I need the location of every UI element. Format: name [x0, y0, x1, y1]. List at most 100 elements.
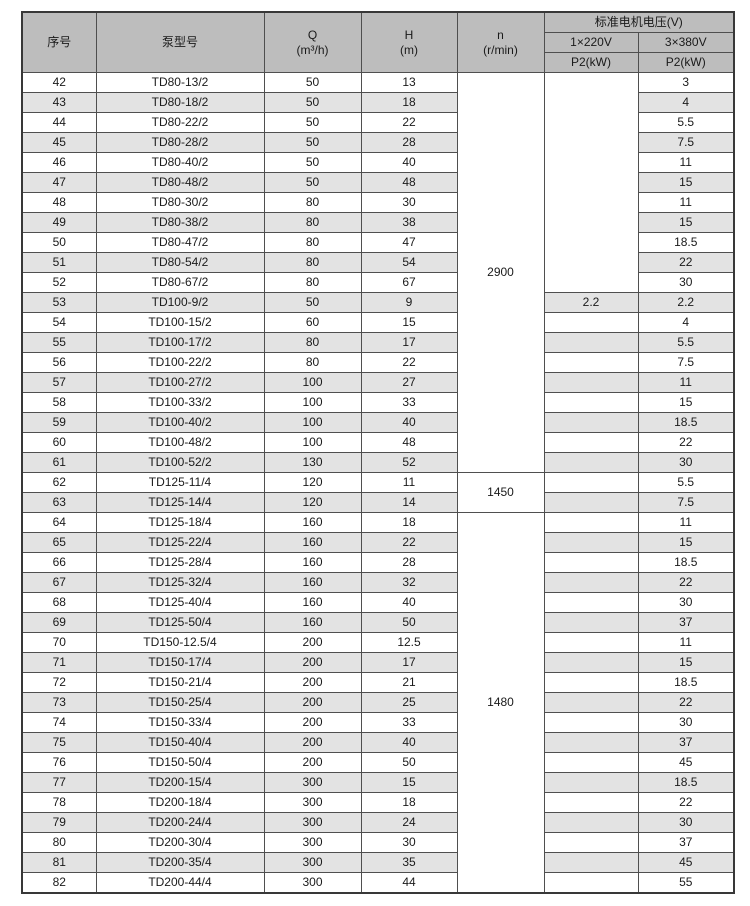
table-row: 42 TD80-13/2 50 13 2900 3: [21, 72, 735, 473]
cell-model: TD100-9/2: [95, 292, 265, 313]
cell-serial: 63: [21, 492, 97, 513]
cell-serial: 81: [21, 852, 97, 873]
cell-serial: 44: [21, 112, 97, 133]
header-flow-symbol: Q: [307, 27, 318, 42]
cell-head: 24: [360, 812, 458, 833]
cell-serial: 56: [21, 352, 97, 373]
table-row: 72 TD150-21/4 200 21 18.5: [21, 672, 735, 693]
cell-flow: 160: [263, 612, 362, 633]
cell-flow: 200: [263, 672, 362, 693]
cell-flow: 200: [263, 652, 362, 673]
cell-serial: 80: [21, 832, 97, 853]
cell-head: 17: [360, 652, 458, 673]
cell-head: 30: [360, 192, 458, 213]
cell-flow: 200: [263, 732, 362, 753]
cell-p380: 15: [637, 212, 735, 233]
cell-head: 22: [360, 112, 458, 133]
cell-flow: 80: [263, 232, 362, 253]
cell-flow: 200: [263, 632, 362, 653]
cell-serial: 66: [21, 552, 97, 573]
cell-serial: 68: [21, 592, 97, 613]
cell-p380: 22: [637, 572, 735, 593]
table-row: 69 TD125-50/4 160 50 37: [21, 612, 735, 633]
cell-serial: 65: [21, 532, 97, 553]
cell-serial: 77: [21, 772, 97, 793]
table-row: 68 TD125-40/4 160 40 30: [21, 592, 735, 613]
cell-serial: 76: [21, 752, 97, 773]
cell-p380: 2.2: [637, 292, 735, 313]
cell-flow: 200: [263, 752, 362, 773]
cell-flow: 300: [263, 872, 362, 894]
header-voltage-group: 标准电机电压(V): [543, 11, 735, 33]
cell-p380: 37: [637, 612, 735, 633]
cell-head: 27: [360, 372, 458, 393]
table-row: 63 TD125-14/4 120 14 7.5: [21, 492, 735, 513]
table-row: 71 TD150-17/4 200 17 15: [21, 652, 735, 673]
table-row: 81 TD200-35/4 300 35 45: [21, 852, 735, 873]
cell-p380: 3: [637, 72, 735, 93]
table-row: 61 TD100-52/2 130 52 30: [21, 452, 735, 473]
cell-flow: 50: [263, 112, 362, 133]
cell-flow: 50: [263, 152, 362, 173]
cell-p220: [543, 72, 639, 293]
cell-head: 48: [360, 172, 458, 193]
cell-p380: 15: [637, 652, 735, 673]
cell-serial: 53: [21, 292, 97, 313]
cell-serial: 49: [21, 212, 97, 233]
cell-p220: [543, 832, 639, 853]
table-row: 64 TD125-18/4 160 18 1480 11: [21, 512, 735, 894]
table-row: 76 TD150-50/4 200 50 45: [21, 752, 735, 773]
table-row: 62 TD125-11/4 120 11 1450 5.5: [21, 472, 735, 513]
cell-serial: 45: [21, 132, 97, 153]
cell-p380: 30: [637, 812, 735, 833]
cell-model: TD100-52/2: [95, 452, 265, 473]
cell-p220: [543, 392, 639, 413]
cell-serial: 69: [21, 612, 97, 633]
table-row: 54 TD100-15/2 60 15 4: [21, 312, 735, 333]
cell-p380: 11: [637, 152, 735, 173]
cell-model: TD125-32/4: [95, 572, 265, 593]
table-row: 56 TD100-22/2 80 22 7.5: [21, 352, 735, 373]
cell-p380: 15: [637, 392, 735, 413]
cell-flow: 50: [263, 172, 362, 193]
cell-p380: 22: [637, 252, 735, 273]
cell-p380: 22: [637, 432, 735, 453]
cell-p220: [543, 552, 639, 573]
cell-p220: [543, 312, 639, 333]
cell-flow: 60: [263, 312, 362, 333]
cell-serial: 70: [21, 632, 97, 653]
cell-serial: 42: [21, 72, 97, 93]
cell-p380: 11: [637, 192, 735, 213]
cell-p380: 18.5: [637, 552, 735, 573]
cell-p380: 18.5: [637, 672, 735, 693]
cell-model: TD200-15/4: [95, 772, 265, 793]
cell-serial: 50: [21, 232, 97, 253]
cell-head: 44: [360, 872, 458, 894]
cell-flow: 300: [263, 772, 362, 793]
cell-flow: 160: [263, 552, 362, 573]
cell-serial: 79: [21, 812, 97, 833]
cell-p220: [543, 492, 639, 513]
header-head-symbol: H: [404, 27, 414, 42]
cell-p220: [543, 412, 639, 433]
cell-model: TD125-50/4: [95, 612, 265, 633]
cell-model: TD150-17/4: [95, 652, 265, 673]
cell-flow: 160: [263, 512, 362, 533]
cell-model: TD80-40/2: [95, 152, 265, 173]
cell-head: 32: [360, 572, 458, 593]
cell-p220: [543, 612, 639, 633]
cell-model: TD150-50/4: [95, 752, 265, 773]
cell-model: TD100-17/2: [95, 332, 265, 353]
cell-head: 50: [360, 752, 458, 773]
table-header: 序号 泵型号 Q (m³/h) H (m) n (r/min) 标准电机电压(V…: [21, 11, 735, 73]
cell-p220: [543, 672, 639, 693]
cell-serial: 72: [21, 672, 97, 693]
cell-model: TD150-25/4: [95, 692, 265, 713]
cell-p220: [543, 512, 639, 533]
cell-flow: 120: [263, 492, 362, 513]
cell-model: TD125-28/4: [95, 552, 265, 573]
table-row: 60 TD100-48/2 100 48 22: [21, 432, 735, 453]
cell-p220: [543, 332, 639, 353]
cell-head: 40: [360, 732, 458, 753]
cell-serial: 43: [21, 92, 97, 113]
